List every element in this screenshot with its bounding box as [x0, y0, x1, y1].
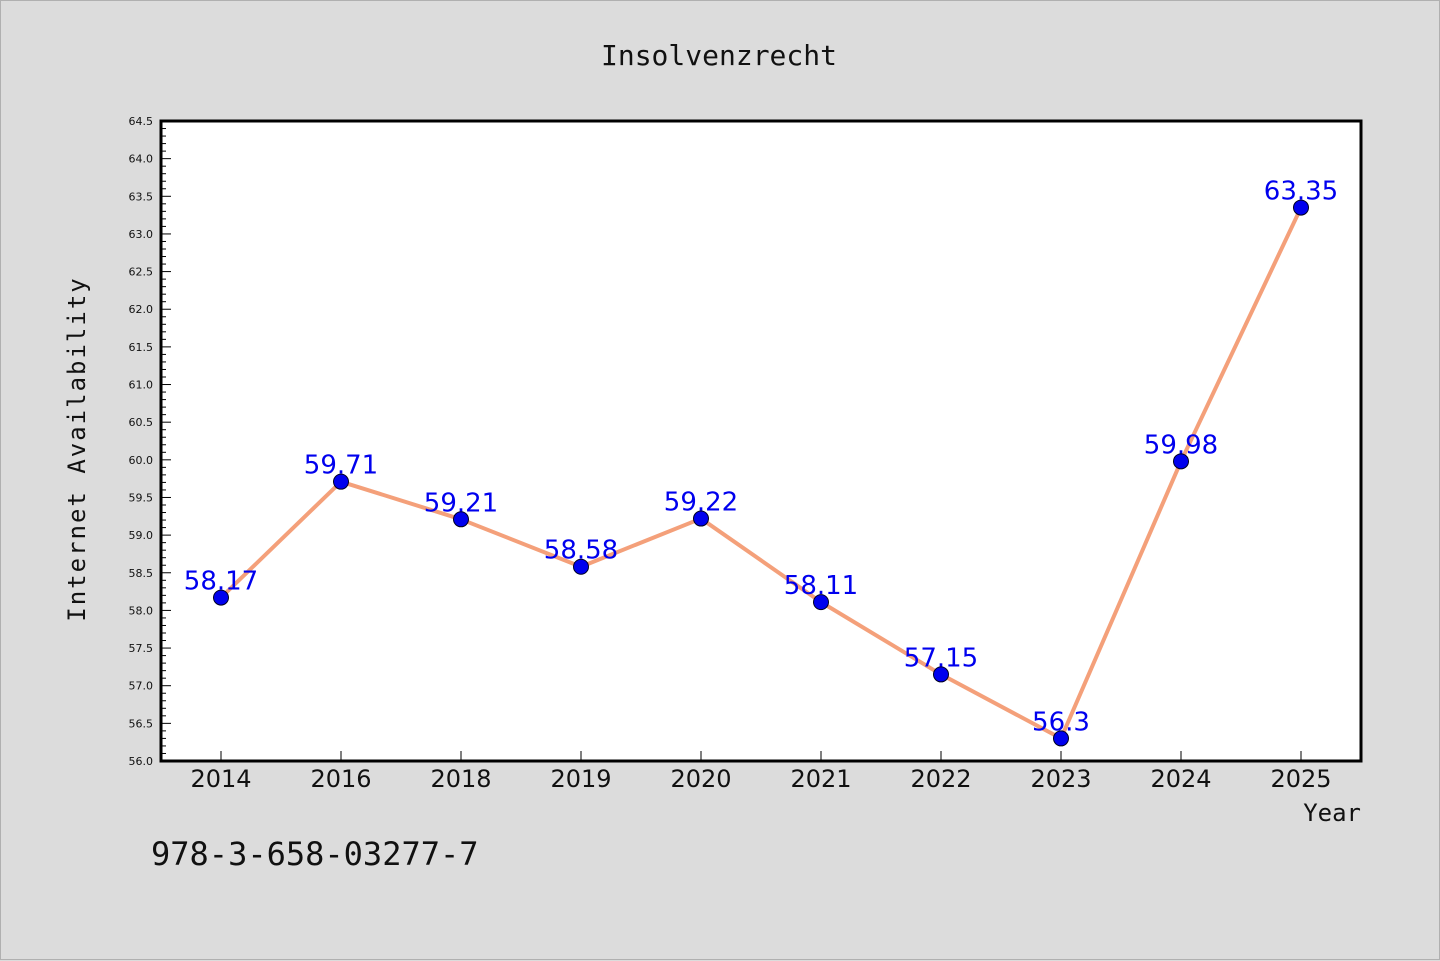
- y-tick-label: 59.5: [129, 491, 154, 504]
- footer-isbn: 978-3-658-03277-7: [151, 835, 479, 873]
- data-label: 59.22: [664, 488, 738, 518]
- data-label: 56.3: [1032, 707, 1090, 737]
- data-label: 58.58: [544, 536, 618, 566]
- plot-area: [159, 119, 1363, 763]
- x-tick-label: 2014: [190, 765, 251, 793]
- data-point: [333, 473, 349, 490]
- x-tick-label: 2024: [1150, 765, 1211, 793]
- x-axis-title: Year: [1303, 799, 1361, 827]
- y-tick-label: 64.5: [129, 115, 154, 128]
- marker-group: [213, 199, 1309, 747]
- x-tick-label: 2025: [1270, 765, 1331, 793]
- x-tick-label: 2021: [790, 765, 851, 793]
- y-tick-label: 63.0: [129, 228, 154, 241]
- y-tick-label: 61.0: [129, 379, 154, 392]
- y-tick-label: 56.5: [129, 717, 154, 730]
- data-label: 58.11: [784, 571, 858, 601]
- y-tick-label: 57.5: [129, 642, 154, 655]
- y-tick-label: 61.5: [129, 341, 154, 354]
- y-tick-label: 60.0: [129, 454, 154, 467]
- data-point: [453, 511, 469, 528]
- chart-title: Insolvenzrecht: [601, 39, 837, 72]
- data-point: [813, 594, 829, 611]
- x-tick-label: 2020: [670, 765, 731, 793]
- y-tick-label: 58.5: [129, 567, 154, 580]
- y-axis-title: Internet Availability: [63, 276, 91, 621]
- data-label: 57.15: [904, 643, 978, 673]
- y-axis: 56.0 56.5 57.0 57.5 58.0 58.5 59.0 59.5 60.0 60.5…: [129, 115, 171, 768]
- data-point: [573, 558, 589, 575]
- data-label: 59.21: [424, 488, 498, 518]
- x-tick-label: 2023: [1030, 765, 1091, 793]
- x-tick-label: 2019: [550, 765, 611, 793]
- data-point: [213, 589, 229, 606]
- y-tick-label: 64.0: [129, 153, 154, 166]
- x-tick-label: 2022: [910, 765, 971, 793]
- y-tick-label: 63.5: [129, 190, 154, 203]
- x-axis: 2014 2016 2018 2019 2020 2021 2022 2023 2024 2025: [190, 751, 1332, 793]
- x-tick-label: 2018: [430, 765, 491, 793]
- data-label: 63.35: [1264, 177, 1338, 207]
- y-tick-label: 57.0: [129, 680, 154, 693]
- data-label: 58.17: [184, 567, 258, 597]
- y-tick-label: 58.0: [129, 604, 154, 617]
- y-tick-label: 60.5: [129, 416, 154, 429]
- data-point: [933, 666, 949, 683]
- series-line-group: [219, 206, 1303, 741]
- y-tick-label: 62.5: [129, 266, 154, 279]
- y-tick-label: 62.0: [129, 303, 154, 316]
- data-label-group: 58.17 59.71 59.21 58.58 59.22 58.11 57.15 56.3 5…: [184, 177, 1338, 738]
- x-tick-label: 2016: [310, 765, 371, 793]
- data-label: 59.71: [304, 451, 378, 481]
- data-label: 59.98: [1144, 430, 1218, 460]
- data-point: [1053, 730, 1069, 747]
- y-tick-label: 59.0: [129, 529, 154, 542]
- y-tick-label: 56.0: [129, 755, 154, 768]
- series-line: [219, 206, 1303, 741]
- data-point: [1293, 199, 1309, 216]
- data-point: [1173, 453, 1189, 470]
- data-point: [693, 510, 709, 527]
